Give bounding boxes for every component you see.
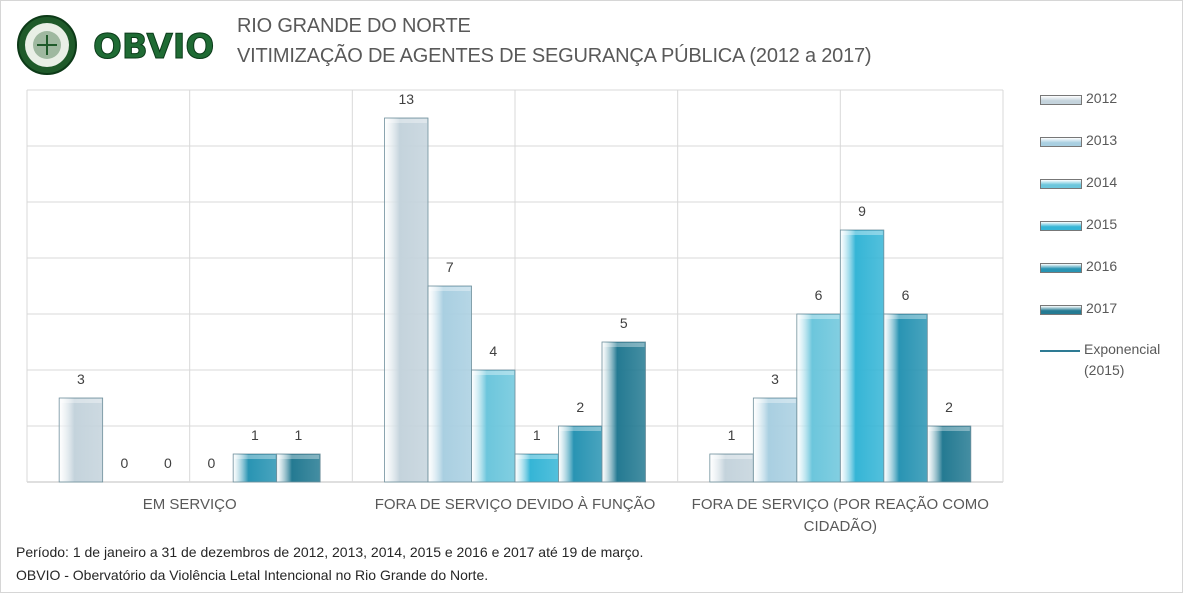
legend-item-trendline: Exponencial (2015) [1040, 341, 1160, 381]
bar-bevel [60, 399, 102, 403]
obvio-logo: OBVIO [17, 15, 215, 75]
legend-swatch [1040, 137, 1082, 147]
data-label-2016-cat2: 6 [902, 287, 910, 303]
data-label-2017-cat0: 1 [295, 427, 303, 443]
bar-2012-cat0 [58, 397, 104, 483]
bar-bevel [754, 399, 796, 403]
bar-bevel [603, 343, 645, 347]
data-label-2014-cat1: 4 [489, 343, 497, 359]
legend-swatch [1040, 95, 1082, 105]
bar-2013-cat2 [752, 397, 798, 483]
legend-label: 2012 [1086, 90, 1118, 106]
data-label-2013-cat0: 0 [121, 455, 129, 471]
data-label-2015-cat2: 9 [858, 203, 866, 219]
bar-bevel [884, 315, 927, 319]
legend-swatch [1040, 221, 1082, 231]
bar-bevel [277, 455, 320, 459]
bar-bevel [797, 315, 840, 319]
data-label-2015-cat0: 0 [208, 455, 216, 471]
data-label-2017-cat1: 5 [620, 315, 628, 331]
bar-2016-cat1 [558, 425, 603, 483]
legend-item-2015: 2015 [1040, 216, 1117, 232]
bar-2012-cat2 [709, 453, 754, 483]
chart-title-line1: RIO GRANDE DO NORTE [237, 15, 471, 37]
bar-2012-cat1 [384, 117, 429, 483]
legend-item-2012: 2012 [1040, 90, 1117, 106]
bar-2017-cat1 [601, 341, 646, 483]
legend-label: 2017 [1086, 300, 1118, 316]
bar-bevel [234, 455, 276, 459]
bar-bevel [516, 455, 558, 459]
bar-bevel [710, 455, 753, 459]
bar-2015-cat2 [839, 229, 885, 483]
bar-2014-cat1 [471, 369, 516, 483]
bar-2017-cat0 [276, 453, 321, 483]
bar-bevel [429, 287, 471, 291]
legend-item-2016: 2016 [1040, 258, 1117, 274]
legend-label: 2015 [1086, 216, 1118, 232]
bar-2014-cat2 [796, 313, 841, 483]
legend-label: 2016 [1086, 258, 1118, 274]
data-label-2016-cat0: 1 [251, 427, 259, 443]
data-label-2012-cat2: 1 [728, 427, 736, 443]
data-label-2015-cat1: 1 [533, 427, 541, 443]
legend-item-2013: 2013 [1040, 132, 1117, 148]
legend-swatch [1040, 263, 1082, 273]
bar-2016-cat0 [232, 453, 278, 483]
legend-label: 2014 [1086, 174, 1118, 190]
data-label-2016-cat1: 2 [576, 399, 584, 415]
category-label-1: FORA DE SERVIÇO DEVIDO À FUNÇÃO [374, 496, 656, 513]
logo-text: OBVIO [93, 27, 214, 67]
legend-trendline-swatch [1040, 350, 1080, 352]
bar-bevel [472, 371, 514, 375]
data-label-2012-cat1: 13 [398, 91, 414, 107]
legend-swatch [1040, 305, 1082, 315]
legend-item-2014: 2014 [1040, 174, 1117, 190]
data-label-2017-cat2: 2 [945, 399, 953, 415]
bar-bevel [385, 119, 427, 123]
data-label-2013-cat1: 7 [446, 259, 454, 275]
bar-2017-cat2 [926, 425, 972, 483]
bar-2016-cat2 [883, 313, 928, 483]
chart-title-line2: VITIMIZAÇÃO DE AGENTES DE SEGURANÇA PÚBL… [237, 45, 872, 67]
data-label-2014-cat0: 0 [164, 455, 172, 471]
bar-2015-cat1 [514, 453, 559, 483]
legend-label: 2013 [1086, 132, 1118, 148]
data-label-2014-cat2: 6 [815, 287, 823, 303]
data-label-2013-cat2: 3 [771, 371, 779, 387]
category-label-0: EM SERVIÇO [142, 496, 237, 513]
legend-swatch [1040, 179, 1082, 189]
bar-bevel [841, 231, 883, 235]
bar-bevel [559, 427, 601, 431]
bar-2013-cat1 [427, 285, 472, 483]
footer-source-note: OBVIO - Obervatório da Violência Letal I… [16, 567, 489, 583]
bar-bevel [928, 427, 970, 431]
legend-item-2017: 2017 [1040, 300, 1117, 316]
footer-period-note: Período: 1 de janeiro a 31 de dezembros … [16, 544, 644, 560]
data-label-2012-cat0: 3 [77, 371, 85, 387]
category-label-2: FORA DE SERVIÇO (POR REAÇÃO COMO CIDADÃO) [691, 496, 989, 535]
